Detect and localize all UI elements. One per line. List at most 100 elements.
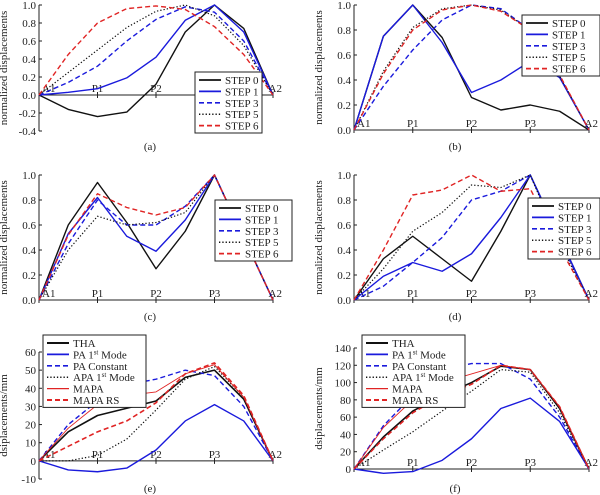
y-tick-label: 20: [25, 420, 37, 432]
y-axis-label: dsiplacements/mm: [0, 374, 10, 457]
y-tick-label: 0.0: [22, 90, 36, 102]
legend-label: PA Constant: [392, 361, 446, 373]
legend-label: STEP 5: [225, 109, 259, 121]
y-tick-label: 40: [340, 429, 352, 441]
x-tick-label: P2: [466, 288, 478, 300]
legend-label: THA: [392, 338, 415, 350]
y-tick-label: 0.4: [22, 245, 36, 257]
legend-label: MAPA RS: [392, 395, 438, 407]
legend-label: STEP 3: [558, 224, 592, 236]
x-tick-label: P1: [407, 118, 419, 130]
series-line: [353, 397, 590, 475]
x-tick-label: A1: [42, 288, 55, 300]
y-tick-label: 0.6: [337, 220, 351, 232]
legend-label: STEP 0: [558, 201, 592, 213]
x-tick-label: P1: [92, 288, 104, 300]
y-tick-label: 0.8: [337, 195, 351, 207]
x-tick-label: P3: [524, 118, 536, 130]
y-tick-label: 60: [25, 347, 37, 359]
panel-label: (b): [449, 141, 462, 153]
y-tick-label: 0.4: [337, 75, 351, 87]
y-tick-label: 0: [31, 456, 37, 468]
legend-label: STEP 6: [558, 247, 592, 259]
chart-panel: -0.4-0.20.00.20.40.60.81.0A1 P1 P2 A2normal…: [0, 0, 282, 153]
panel-label: (d): [449, 311, 462, 323]
legend-label: STEP 1: [225, 86, 259, 98]
series-line: [38, 5, 274, 96]
y-tick-label: -0.4: [19, 126, 37, 138]
y-tick-label: -10: [21, 474, 36, 486]
series-line: [38, 4, 274, 96]
y-tick-label: 1.0: [337, 0, 351, 12]
legend-label: STEP 1: [245, 214, 279, 226]
y-axis-label: normalized displacements: [0, 180, 10, 295]
x-tick-label: P2: [466, 457, 478, 469]
y-tick-label: 20: [340, 447, 352, 459]
y-axis-label: normalized displacements: [0, 11, 10, 126]
series-line: [353, 174, 590, 301]
legend-label: PA 1st Mode: [73, 348, 127, 361]
y-axis-label: normalized displacements: [313, 10, 325, 125]
series-line: [38, 403, 274, 473]
legend-label: STEP 5: [552, 52, 586, 64]
y-tick-label: 0.0: [22, 295, 36, 307]
panel-label: (f): [450, 483, 461, 495]
x-tick-label: P3: [524, 457, 536, 469]
legend-label: STEP 3: [552, 41, 586, 53]
y-tick-label: 0.8: [337, 25, 351, 37]
y-tick-label: -0.2: [19, 108, 36, 120]
y-tick-label: 10: [25, 438, 37, 450]
legend-box: [42, 334, 147, 408]
y-tick-label: 0.8: [22, 195, 36, 207]
series-line: [38, 369, 274, 462]
series-line: [38, 4, 274, 118]
legend-label: STEP 3: [225, 98, 259, 110]
y-tick-label: 60: [340, 412, 352, 424]
y-tick-label: 1.0: [337, 170, 351, 182]
panel-label: (a): [144, 141, 157, 153]
series-line: [353, 362, 590, 470]
x-tick-label: P1: [92, 449, 104, 461]
x-tick-label: P2: [150, 83, 162, 95]
legend-label: STEP 3: [245, 226, 279, 238]
y-tick-label: 0.0: [337, 125, 351, 137]
legend-box: [361, 334, 466, 408]
y-tick-label: 0.0: [337, 295, 351, 307]
y-tick-label: 0.6: [22, 36, 36, 48]
legend-label: STEP 1: [552, 29, 586, 41]
legend-label: STEP 5: [245, 237, 279, 249]
y-tick-label: 0.6: [337, 50, 351, 62]
legend-label: STEP 0: [245, 203, 279, 215]
legend-label: STEP 6: [245, 249, 279, 261]
legend-box: [214, 199, 293, 262]
series-line: [38, 362, 274, 462]
legend-label: STEP 0: [552, 18, 586, 30]
series-line: [353, 364, 590, 470]
legend-label: STEP 6: [225, 121, 259, 133]
legend-label: MAPA: [392, 384, 423, 396]
y-tick-label: 140: [335, 343, 352, 355]
series-line: [38, 364, 274, 462]
x-tick-label: P2: [466, 118, 478, 130]
y-axis-label: dsiplacements/mm: [313, 367, 325, 450]
legend-label: APA 1st Mode: [392, 371, 454, 384]
legend-label: MAPA RS: [73, 395, 119, 407]
panel-label: (c): [144, 311, 157, 323]
y-tick-label: 40: [25, 383, 37, 395]
legend-label: PA Constant: [73, 361, 127, 373]
y-tick-label: 80: [340, 395, 352, 407]
series-line: [38, 369, 274, 462]
legend-label: APA 1st Mode: [73, 371, 135, 384]
y-axis-label: normalized displacements: [313, 180, 325, 295]
y-tick-label: 100: [335, 378, 352, 390]
y-tick-label: 0.2: [22, 72, 36, 84]
legend-box: [194, 71, 263, 134]
x-tick-label: P2: [150, 449, 162, 461]
y-tick-label: 0: [346, 464, 352, 476]
